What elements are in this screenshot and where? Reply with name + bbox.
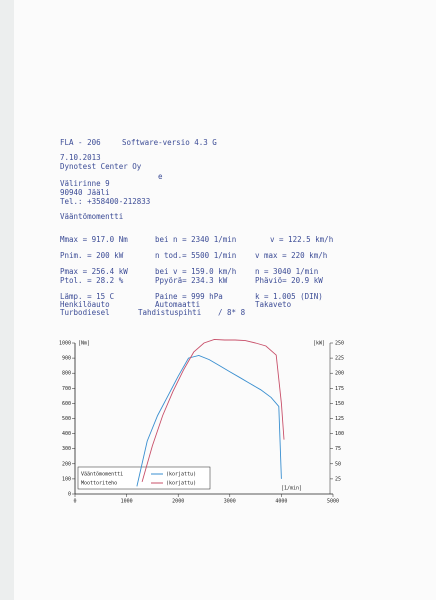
y-axis-label: [Nm] — [78, 341, 90, 347]
phone: Tel.: +358400-212833 — [60, 197, 150, 206]
chart: [Nm] [kW][1/min]0100200300400500600700800… — [59, 338, 344, 505]
y-tick-label: 200 — [62, 461, 71, 467]
model: FLA - 206 — [60, 138, 101, 147]
spec: n = 3040 1/min — [255, 267, 318, 276]
spec: v max = 220 km/h — [255, 251, 327, 260]
series-line — [136, 355, 282, 487]
x-tick-label: 1000 — [121, 499, 133, 505]
city: 90940 Jääli — [60, 188, 110, 197]
y2-tick-label: 175 — [335, 386, 344, 392]
software: Software-versio 4.3 G — [122, 138, 217, 147]
y2-tick-label: 75 — [335, 446, 341, 452]
y2-axis-label: [kW] — [313, 341, 325, 347]
y-tick-label: 400 — [62, 431, 71, 437]
spec: k = 1.005 (DIN) — [255, 292, 323, 301]
x-axis-label: [1/min] — [281, 486, 302, 492]
x-tick-label: 2000 — [172, 499, 184, 505]
section: Vääntömomentti — [60, 212, 123, 221]
series-line — [141, 338, 285, 483]
y-tick-label: 300 — [62, 446, 71, 452]
spec: Pnim. = 200 kW — [60, 251, 124, 260]
x-tick-label: 5000 — [327, 499, 339, 505]
spec: Henkilöauto — [60, 300, 110, 309]
y2-tick-label: 50 — [335, 461, 341, 467]
spec: Ppyörä= 234.3 kW — [155, 276, 228, 285]
spec: Turbodiesel — [60, 308, 110, 317]
spec: Ptol. = 28.2 % — [60, 276, 124, 285]
x-tick-label: 3000 — [224, 499, 236, 505]
y2-tick-label: 125 — [335, 416, 344, 422]
spec: Automaatti — [155, 300, 200, 309]
y-tick-label: 800 — [62, 371, 71, 377]
y-tick-label: 0 — [68, 492, 71, 498]
spec: Paine = 999 hPa — [155, 292, 223, 301]
y-tick-label: 1000 — [59, 341, 71, 347]
spec: Lämp. = 15 C — [60, 292, 114, 301]
company: Dynotest Center Oy — [60, 162, 142, 171]
x-tick-label: 4000 — [275, 499, 287, 505]
date: 7.10.2013 — [60, 153, 101, 162]
spec: Pmax = 256.4 kW — [60, 267, 128, 276]
spec: Mmax = 917.0 Nm — [60, 235, 128, 244]
spec: n tod.= 5500 1/min — [155, 251, 236, 260]
y2-tick-label: 250 — [335, 341, 344, 347]
spec: bei v = 159.0 km/h — [155, 267, 236, 276]
legend-note: (korjattu) — [166, 481, 196, 487]
paper-edge — [0, 0, 14, 600]
y2-tick-label: 150 — [335, 401, 344, 407]
y-tick-label: 700 — [62, 386, 71, 392]
y-tick-label: 900 — [62, 356, 71, 362]
spec: Phäviö= 20.9 kW — [255, 276, 323, 285]
legend-note: (korjattu) — [166, 472, 196, 478]
y-tick-label: 100 — [62, 476, 71, 482]
spec: v = 122.5 km/h — [270, 235, 333, 244]
y2-tick-label: 100 — [335, 431, 344, 437]
spec: Takaveto — [255, 300, 292, 309]
legend-box — [77, 466, 211, 490]
spec: / 8* 8 — [218, 308, 246, 317]
y2-tick-label: 200 — [335, 371, 344, 377]
specs: Mmax = 917.0 Nm bei n = 2340 1/min v = 122… — [60, 235, 333, 317]
street: Välirinne 9 — [60, 179, 110, 188]
mark: e — [158, 172, 163, 181]
x-tick-label: 0 — [73, 499, 76, 505]
legend-name: Vääntömomentti — [81, 472, 123, 478]
y2-tick-label: 25 — [335, 476, 341, 482]
y-tick-label: 600 — [62, 401, 71, 407]
y-tick-label: 500 — [62, 416, 71, 422]
legend-name: Moottoriteho — [81, 481, 117, 487]
spec: Tahdistuspihti — [138, 308, 201, 317]
spec: bei n = 2340 1/min — [155, 235, 236, 244]
y2-tick-label: 225 — [335, 356, 344, 362]
